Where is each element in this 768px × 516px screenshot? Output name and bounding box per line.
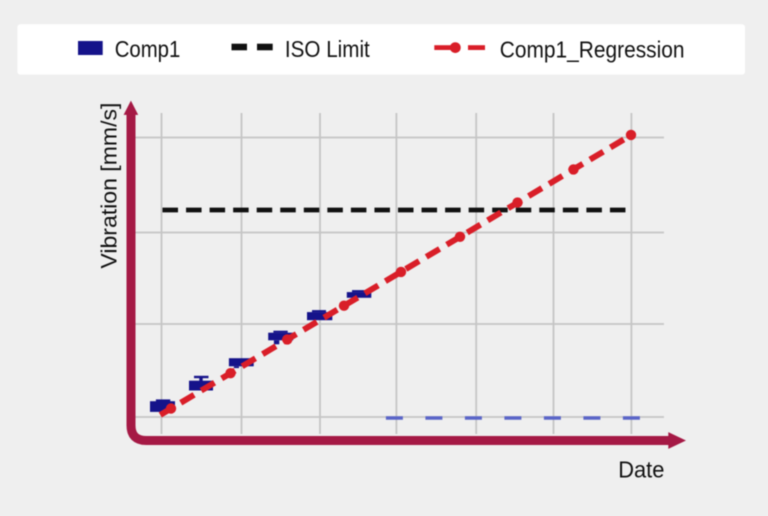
- svg-text:Comp1_Regression: Comp1_Regression: [500, 36, 685, 62]
- svg-text:Date: Date: [618, 457, 664, 483]
- svg-text:Comp1: Comp1: [115, 36, 181, 62]
- svg-text:Vibration [mm/s]: Vibration [mm/s]: [97, 103, 122, 269]
- svg-text:ISO Limit: ISO Limit: [285, 36, 370, 62]
